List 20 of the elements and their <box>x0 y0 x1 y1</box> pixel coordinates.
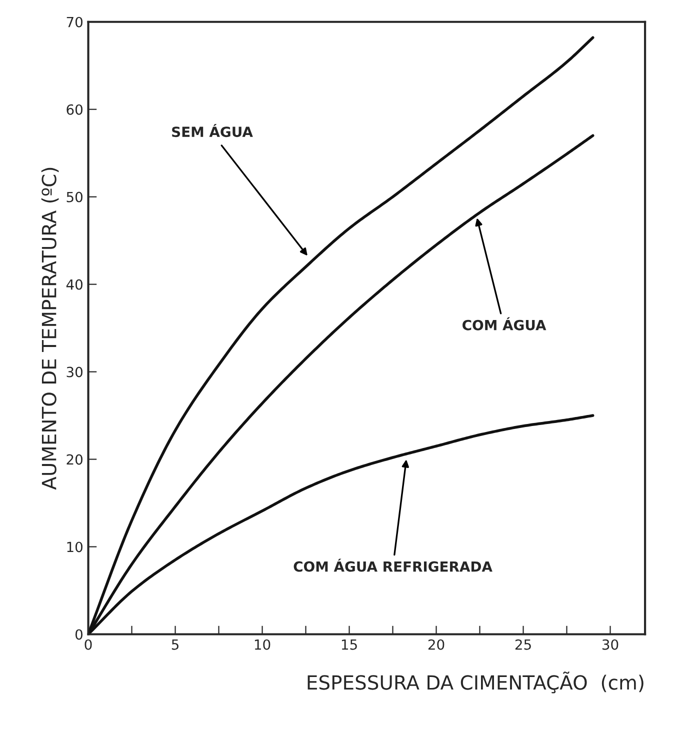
x-tick-label: 25 <box>515 639 531 650</box>
y-tick-label: 70 <box>66 16 82 28</box>
y-tick-label: 20 <box>66 454 82 465</box>
y-tick-label: 40 <box>66 279 82 290</box>
x-axis-title: ESPESSURA DA CIMENTAÇÃO (cm) <box>308 672 644 694</box>
y-tick-label: 50 <box>66 192 82 202</box>
x-tick-label: 10 <box>254 639 270 650</box>
x-tick-label: 15 <box>342 640 357 650</box>
x-tick-label: 5 <box>172 640 178 650</box>
annotation: SEM ÁGUA <box>172 124 253 138</box>
y-tick-label: 60 <box>66 104 82 115</box>
y-axis-title: AUMENTO DE TEMPERATURA (ºC) <box>41 168 59 490</box>
annotation: COM ÁGUA <box>462 317 546 330</box>
x-tick-label: 0 <box>84 639 92 650</box>
x-tick-label: 30 <box>602 639 618 650</box>
y-tick-label: 0 <box>75 629 82 640</box>
annotation: COM ÁGUA REFRIGERADA <box>294 558 492 572</box>
y-tick-label: 30 <box>66 366 82 378</box>
y-tick-label: 10 <box>67 542 82 552</box>
x-tick-label: 20 <box>428 639 444 650</box>
